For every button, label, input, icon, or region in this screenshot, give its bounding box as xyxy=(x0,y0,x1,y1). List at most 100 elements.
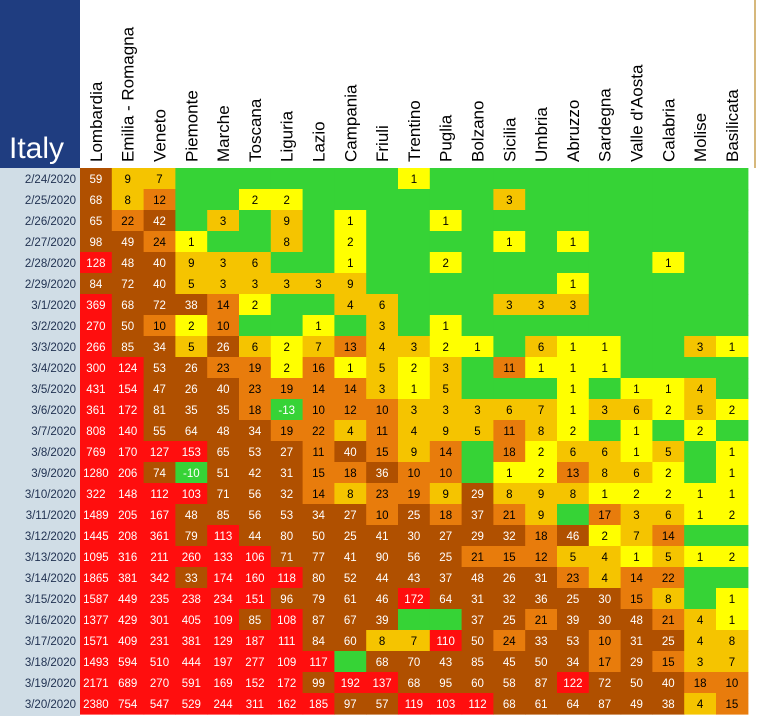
heatmap-cell xyxy=(684,336,717,358)
heatmap-cell xyxy=(175,189,208,211)
cell-value: 2 xyxy=(729,552,735,564)
cell-value: 7 xyxy=(729,657,735,669)
heatmap-cell xyxy=(270,294,304,316)
cell-value: 118 xyxy=(278,573,296,585)
heatmap-cell xyxy=(334,672,367,694)
heatmap-cell xyxy=(652,693,685,715)
cell-value: 15 xyxy=(662,657,675,669)
cell-value: 1489 xyxy=(83,510,109,522)
heatmap-cell xyxy=(80,588,113,610)
heatmap-cell xyxy=(398,462,431,484)
heatmap-cell xyxy=(366,462,399,484)
heatmap-cell xyxy=(111,336,145,358)
heatmap-cell xyxy=(398,231,431,253)
cell-value: 51 xyxy=(217,468,230,480)
cell-value: 16 xyxy=(312,363,325,375)
column-header: Bolzano xyxy=(469,101,488,162)
cell-value: 34 xyxy=(249,426,262,438)
heatmap-cell xyxy=(302,462,335,484)
cell-value: 3 xyxy=(379,321,385,333)
heatmap-cell xyxy=(493,189,526,211)
heatmap-cell xyxy=(398,609,431,631)
cell-value: 211 xyxy=(150,552,168,564)
cell-value: -13 xyxy=(278,405,295,417)
heatmap-cell xyxy=(207,567,240,589)
cell-value: 19 xyxy=(249,363,262,375)
cell-value: -10 xyxy=(183,468,200,480)
heatmap-cell xyxy=(652,525,685,547)
heatmap-cell xyxy=(366,168,399,190)
cell-value: 9 xyxy=(347,279,353,291)
heatmap-cell xyxy=(557,672,590,694)
cell-value: 14 xyxy=(344,384,357,396)
cell-value: 34 xyxy=(567,657,580,669)
heatmap-cell xyxy=(716,231,749,253)
heatmap-cell xyxy=(684,672,717,694)
cell-value: 1 xyxy=(633,384,639,396)
heatmap-cell xyxy=(302,210,335,232)
heatmap-cell xyxy=(557,693,590,715)
heatmap-cell xyxy=(239,231,272,253)
cell-value: 109 xyxy=(277,657,296,669)
heatmap-cell xyxy=(398,546,431,568)
column-header: Sicilia xyxy=(500,117,519,162)
cell-value: 15 xyxy=(503,552,516,564)
cell-value: 10 xyxy=(598,636,611,648)
heatmap-cell xyxy=(525,378,558,400)
heatmap-cell xyxy=(716,294,749,316)
heatmap-cell xyxy=(461,462,494,484)
heatmap-cell xyxy=(429,420,463,442)
heatmap-cell xyxy=(143,252,176,274)
cell-value: 67 xyxy=(344,615,357,627)
heatmap-cell xyxy=(398,189,431,211)
heatmap-cell xyxy=(716,378,749,400)
heatmap-cell xyxy=(716,252,749,274)
heatmap-cell xyxy=(525,315,558,337)
cell-value: 4 xyxy=(601,552,608,564)
heatmap-cell xyxy=(493,294,526,316)
cell-value: 1 xyxy=(538,363,544,375)
heatmap-cell xyxy=(398,420,431,442)
heatmap-cell xyxy=(80,462,113,484)
heatmap-cell xyxy=(302,189,335,211)
heatmap-cell xyxy=(143,273,176,295)
row-label: 3/6/2020 xyxy=(31,405,76,417)
cell-value: 50 xyxy=(312,531,325,543)
heatmap-cell xyxy=(620,462,653,484)
cell-value: 2 xyxy=(538,447,544,459)
heatmap-cell xyxy=(111,210,145,232)
heatmap-cell xyxy=(239,462,272,484)
heatmap-cell xyxy=(588,630,622,652)
cell-value: 31 xyxy=(280,468,293,480)
heatmap-cell xyxy=(461,546,494,568)
cell-value: 72 xyxy=(598,678,611,690)
cell-value: 17 xyxy=(598,657,611,669)
heatmap-cell xyxy=(620,420,653,442)
cell-value: 41 xyxy=(344,552,357,564)
heatmap-cell xyxy=(525,294,558,316)
cell-value: 1493 xyxy=(83,657,109,669)
cell-value: 187 xyxy=(245,636,264,648)
cell-value: 87 xyxy=(598,699,611,711)
heatmap-cell xyxy=(175,273,208,295)
cell-value: 10 xyxy=(153,321,166,333)
heatmap-cell xyxy=(80,357,113,379)
cell-value: 77 xyxy=(312,552,325,564)
cell-value: 85 xyxy=(217,510,230,522)
cell-value: 1 xyxy=(729,468,735,480)
cell-value: 40 xyxy=(344,447,357,459)
heatmap-cell xyxy=(398,399,431,421)
cell-value: 85 xyxy=(249,615,262,627)
heatmap-cell xyxy=(398,525,431,547)
cell-value: 18 xyxy=(249,405,262,417)
heatmap-cell xyxy=(461,399,494,421)
heatmap-cell xyxy=(334,189,367,211)
heatmap-cell xyxy=(620,273,653,295)
heatmap-cell xyxy=(461,693,494,715)
heatmap-cell xyxy=(302,672,335,694)
cell-value: 21 xyxy=(662,615,675,627)
cell-value: 71 xyxy=(217,489,230,501)
cell-value: 6 xyxy=(506,405,512,417)
heatmap-cell xyxy=(588,357,622,379)
heatmap-cell xyxy=(461,483,494,505)
